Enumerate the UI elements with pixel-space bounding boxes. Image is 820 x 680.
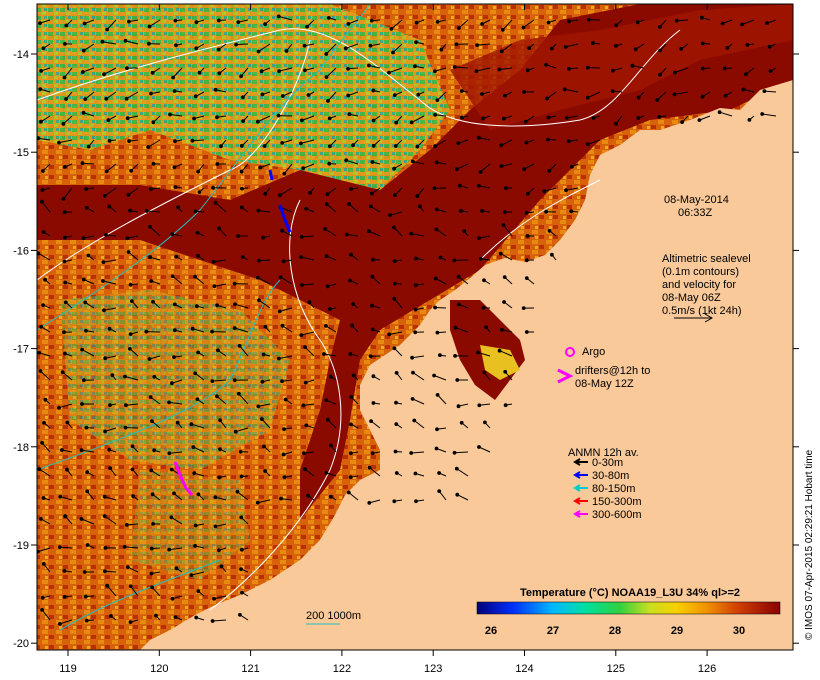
time-label: 06:33Z bbox=[678, 207, 713, 219]
drifter-tracks bbox=[173, 169, 292, 496]
warm-water-north bbox=[450, 4, 793, 130]
drifters-line-1: drifters@12h to bbox=[575, 365, 650, 377]
lat-tick-label: -17 bbox=[13, 344, 29, 356]
plot-frame bbox=[36, 3, 794, 651]
drifters-line-2: 08-May 12Z bbox=[575, 378, 634, 390]
x-axis: 119 120 121 122 123 124 125 126 bbox=[59, 4, 716, 675]
bay-warm-patch bbox=[480, 345, 520, 380]
cool-patch-west bbox=[60, 290, 290, 470]
anmn-legend-label: 80-150m bbox=[592, 483, 635, 495]
anmn-legend-item: 150-300m bbox=[573, 496, 642, 508]
colorbar: Temperature (°C) NOAA19_L3U 34% ql>=2 26… bbox=[476, 587, 781, 637]
velocity-arrows bbox=[37, 14, 777, 626]
y-axis: -14 -15 -16 -17 -18 -19 -20 bbox=[13, 49, 799, 650]
colorbar-tick-label: 28 bbox=[609, 625, 621, 637]
anmn-legend: ANMN 12h av. 0-30m30-80m80-150m150-300m3… bbox=[568, 447, 642, 521]
credit-text: © IMOS 07-Apr-2015 02:29:21 Hobart time bbox=[804, 449, 815, 640]
colorbar-tick-label: 26 bbox=[485, 625, 497, 637]
cool-patch-south bbox=[130, 470, 250, 580]
anmn-legend-item: 30-80m bbox=[573, 470, 629, 482]
altimetry-line-1: Altimetric sealevel bbox=[662, 253, 751, 265]
colorbar-gradient bbox=[476, 601, 781, 615]
isobaths bbox=[37, 4, 371, 631]
anmn-legend-label: 30-80m bbox=[592, 470, 629, 482]
anmn-title: ANMN 12h av. bbox=[568, 447, 639, 459]
lon-tick-label: 123 bbox=[424, 663, 442, 675]
anmn-legend-item: 300-600m bbox=[573, 509, 642, 521]
anmn-legend-label: 0-30m bbox=[592, 457, 623, 469]
lat-tick-label: -19 bbox=[13, 540, 29, 552]
altimetry-legend: Altimetric sealevel (0.1m contours) and … bbox=[662, 253, 751, 323]
colorbar-title: Temperature (°C) NOAA19_L3U 34% ql>=2 bbox=[520, 587, 740, 599]
argo-label: Argo bbox=[582, 346, 605, 358]
argo-marker-icon bbox=[565, 347, 575, 357]
warm-water-band bbox=[37, 4, 793, 520]
anmn-legend-item: 80-150m bbox=[573, 483, 635, 495]
anmn-legend-label: 300-600m bbox=[592, 509, 642, 521]
lat-tick-label: -15 bbox=[13, 147, 29, 159]
lat-tick-label: -18 bbox=[13, 442, 29, 454]
lon-tick-label: 126 bbox=[698, 663, 716, 675]
plot-area bbox=[37, 4, 793, 650]
lon-tick-label: 125 bbox=[607, 663, 625, 675]
lat-tick-label: -20 bbox=[13, 638, 29, 650]
lon-tick-label: 121 bbox=[241, 663, 259, 675]
isobath-label: 200 1000m bbox=[306, 610, 361, 622]
lon-tick-label: 119 bbox=[59, 663, 77, 675]
lon-tick-label: 120 bbox=[150, 663, 168, 675]
drifter-marker-icon bbox=[557, 368, 574, 384]
altimetry-line-5: 0.5m/s (1kt 24h) bbox=[662, 305, 741, 317]
altimetry-line-4: 08-May 06Z bbox=[662, 292, 721, 304]
lat-tick-label: -14 bbox=[13, 49, 29, 61]
colorbar-tick-label: 29 bbox=[671, 625, 683, 637]
lon-tick-label: 122 bbox=[333, 663, 351, 675]
altimetry-line-3: and velocity for bbox=[662, 279, 736, 291]
lon-tick-label: 124 bbox=[515, 663, 533, 675]
sealevel-contours bbox=[37, 28, 681, 611]
anmn-legend-label: 150-300m bbox=[592, 496, 642, 508]
lat-tick-label: -16 bbox=[13, 245, 29, 257]
altimetry-line-2: (0.1m contours) bbox=[662, 266, 739, 278]
colorbar-tick-label: 30 bbox=[733, 625, 745, 637]
colorbar-tick-label: 27 bbox=[547, 625, 559, 637]
anmn-legend-item: 0-30m bbox=[573, 457, 623, 469]
date-label: 08-May-2014 bbox=[664, 194, 729, 206]
